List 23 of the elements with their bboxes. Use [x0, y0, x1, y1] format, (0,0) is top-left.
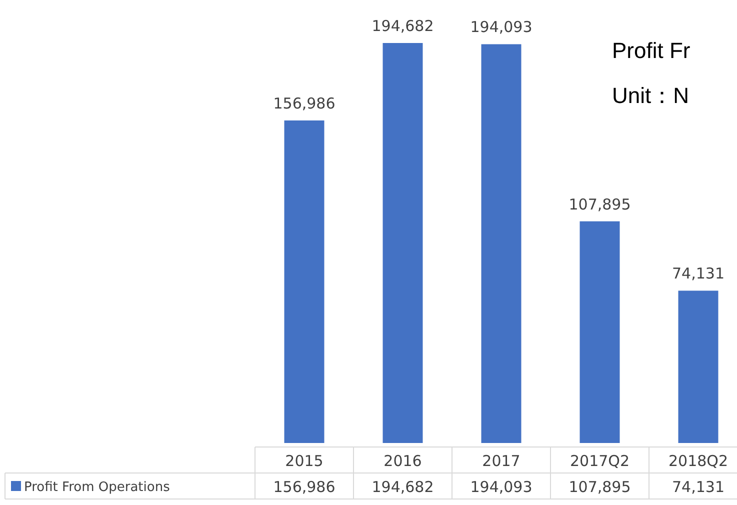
- bar: [481, 44, 522, 443]
- text: 194,682: [372, 17, 434, 35]
- data-label: 156,986: [273, 478, 336, 496]
- x-tick-label: 2017Q2: [570, 452, 630, 470]
- x-tick-label: 2015: [285, 452, 324, 470]
- data-label: 194,682: [372, 478, 434, 496]
- data-label: 194,093: [470, 478, 532, 496]
- bar: [580, 221, 620, 443]
- legend-label: Profit From Operations: [24, 480, 170, 495]
- chart-title: Profit Fr: [612, 38, 690, 63]
- text: 194,093: [470, 18, 532, 36]
- data-label: 107,895: [568, 478, 631, 496]
- bar: [284, 120, 324, 443]
- x-tick-label: 2016: [384, 452, 422, 470]
- text: Unit：N: [612, 83, 690, 108]
- x-tick-label: 2017: [482, 452, 520, 470]
- data-label: 74,131: [672, 478, 724, 496]
- text: 107,895: [568, 195, 631, 214]
- bar: [678, 290, 718, 443]
- bar: [382, 43, 423, 443]
- text: 74,131: [672, 264, 724, 283]
- x-tick-label: 2018Q2: [668, 452, 728, 470]
- text: 156,986: [273, 94, 336, 112]
